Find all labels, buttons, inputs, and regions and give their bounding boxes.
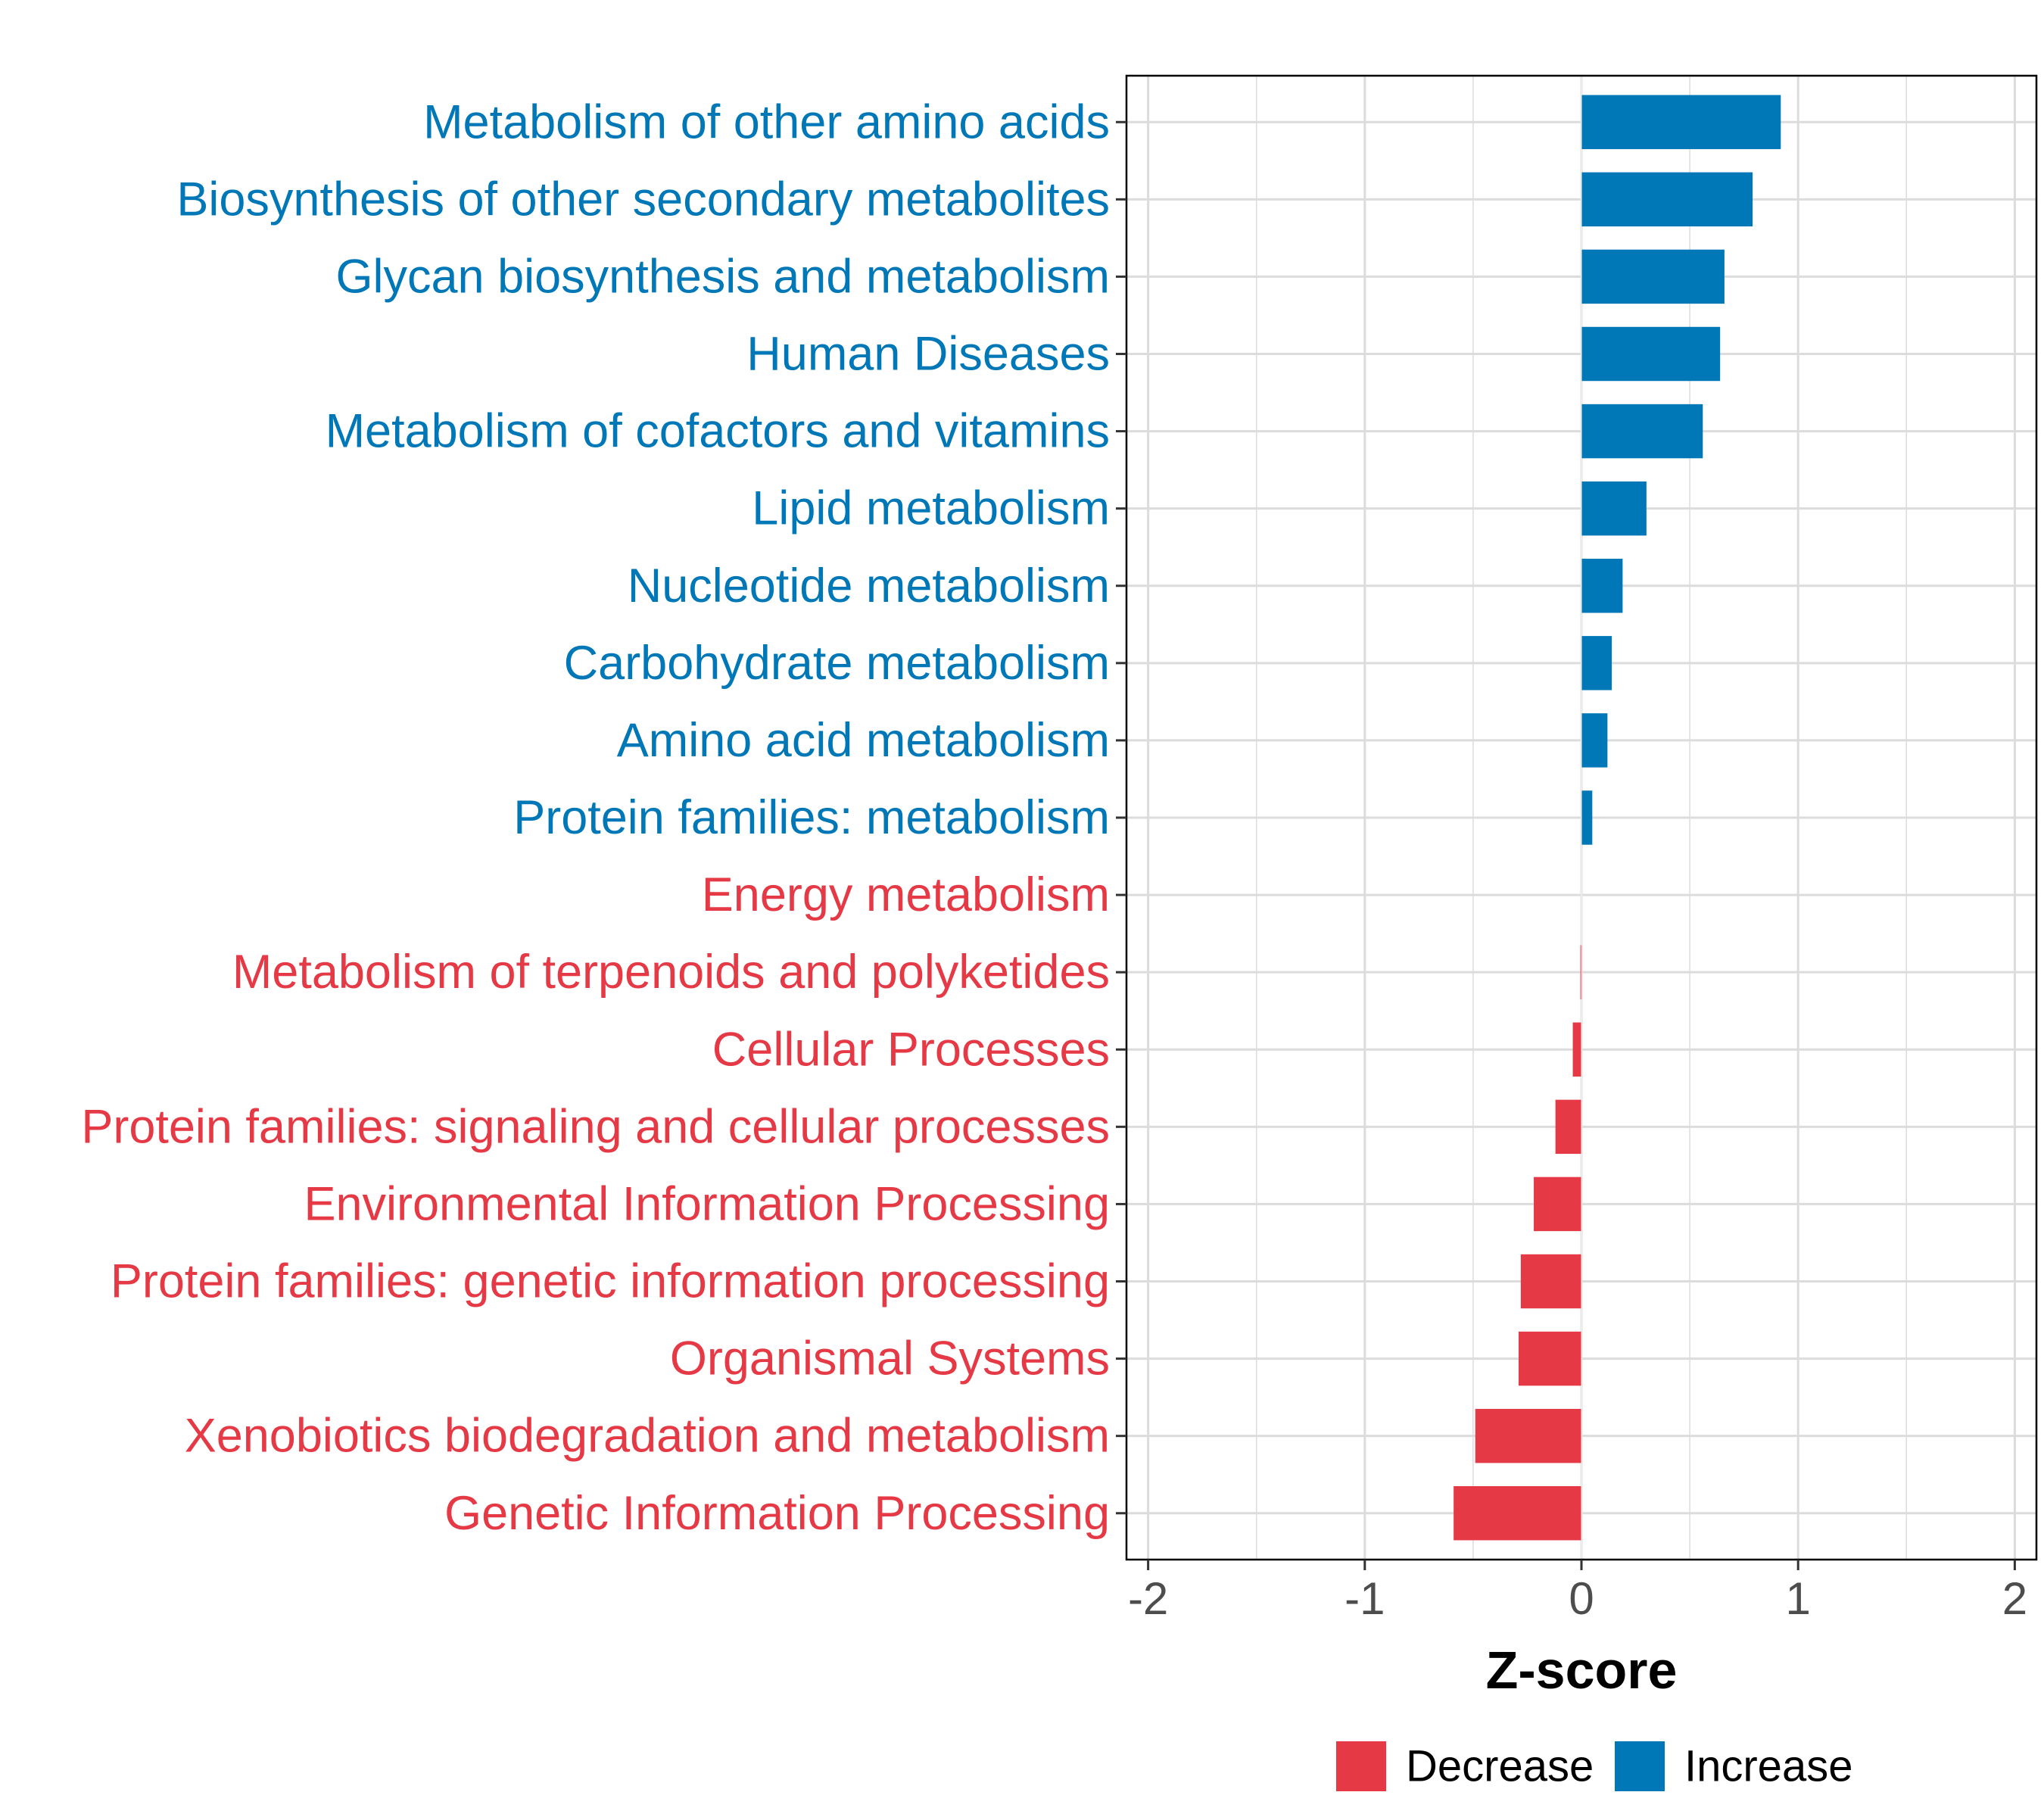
- category-label: Cellular Processes: [712, 1023, 1110, 1076]
- category-labels: Metabolism of other amino acids Biosynthe…: [81, 95, 1110, 1540]
- legend-label-increase: Increase: [1684, 1742, 1852, 1791]
- category-label: Metabolism of cofactors and vitamins: [326, 405, 1110, 458]
- bar-increase: [1581, 249, 1725, 304]
- category-label: Energy metabolism: [702, 868, 1110, 921]
- category-label: Organismal Systems: [670, 1332, 1110, 1385]
- bar-increase: [1581, 559, 1623, 613]
- x-tick-label: -2: [1128, 1573, 1168, 1624]
- y-axis-ticks: [1116, 120, 1126, 1515]
- bar-increase: [1581, 481, 1647, 536]
- bar-decrease: [1534, 1177, 1581, 1232]
- bar-increase: [1581, 790, 1593, 845]
- category-label: Amino acid metabolism: [617, 714, 1110, 767]
- bar-decrease: [1555, 1099, 1581, 1155]
- x-axis-title: Z-score: [1486, 1641, 1678, 1700]
- category-label: Protein families: signaling and cellular…: [81, 1100, 1110, 1153]
- bar-increase: [1581, 636, 1612, 690]
- x-tick-label: 2: [2002, 1573, 2027, 1624]
- bar-increase: [1581, 172, 1753, 227]
- category-label: Metabolism of other amino acids: [423, 95, 1110, 148]
- bar-decrease: [1475, 1408, 1581, 1463]
- category-label: Nucleotide metabolism: [628, 559, 1110, 612]
- bar-decrease: [1519, 1331, 1581, 1386]
- bar-decrease: [1520, 1254, 1581, 1309]
- x-axis-ticks: -2 -1 0 1 2: [1128, 1560, 2027, 1624]
- bar-increase: [1581, 713, 1608, 768]
- x-tick-label: -1: [1344, 1573, 1385, 1624]
- category-label: Biosynthesis of other secondary metaboli…: [176, 173, 1110, 226]
- legend-swatch-increase: [1615, 1741, 1665, 1791]
- bar-decrease: [1454, 1486, 1581, 1541]
- bars: [1454, 76, 1781, 1560]
- x-tick-label: 0: [1569, 1573, 1594, 1624]
- x-tick-label: 1: [1786, 1573, 1811, 1624]
- bar-increase: [1581, 326, 1721, 382]
- category-label: Protein families: metabolism: [513, 791, 1110, 844]
- category-label: Xenobiotics biodegradation and metabolis…: [185, 1410, 1110, 1463]
- category-label: Human Diseases: [746, 328, 1110, 381]
- legend-label-decrease: Decrease: [1406, 1742, 1594, 1791]
- bar-increase: [1581, 95, 1781, 149]
- bar-increase: [1581, 404, 1703, 459]
- category-label: Metabolism of terpenoids and polyketides: [232, 946, 1110, 999]
- category-label: Carbohydrate metabolism: [564, 637, 1110, 690]
- category-label: Lipid metabolism: [752, 482, 1110, 535]
- category-label: Glycan biosynthesis and metabolism: [336, 250, 1111, 303]
- legend-swatch-decrease: [1336, 1741, 1386, 1791]
- category-label: Environmental Information Processing: [304, 1177, 1110, 1230]
- bar-decrease: [1572, 1022, 1581, 1077]
- category-label: Genetic Information Processing: [444, 1487, 1110, 1540]
- legend: Decrease Increase: [1336, 1741, 1852, 1791]
- category-label: Protein families: genetic information pr…: [111, 1255, 1110, 1308]
